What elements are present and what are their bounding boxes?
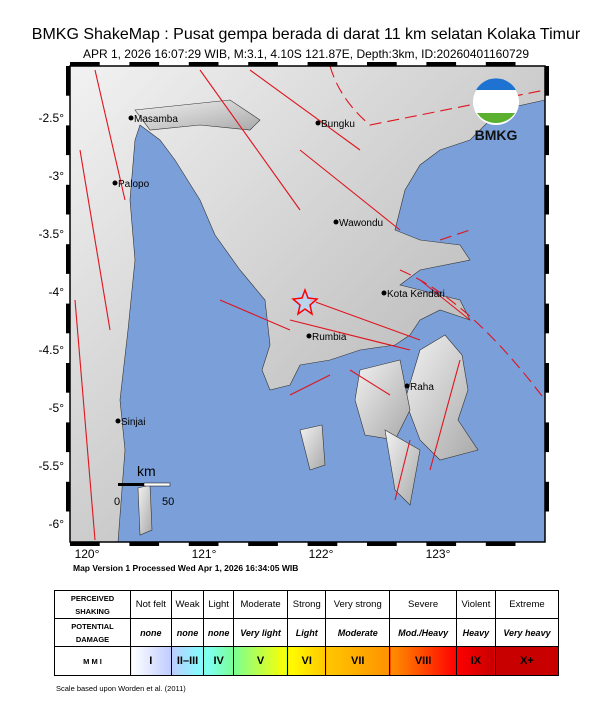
shaking-cell: Strong xyxy=(287,590,327,619)
mmi-label: M M I xyxy=(54,646,131,676)
city-dot xyxy=(333,219,339,225)
mmi-cell: X+ xyxy=(494,646,560,676)
city-dot xyxy=(128,115,134,121)
lat-tick-label: -4° xyxy=(49,285,65,299)
fault-lines xyxy=(74,66,545,541)
potential-damage-label: POTENTIAL DAMAGE xyxy=(54,618,131,647)
lat-tick-label: -5° xyxy=(49,401,65,415)
svg-text:50: 50 xyxy=(162,496,174,508)
lon-tick-label: 122° xyxy=(309,547,334,560)
map-title: BMKG ShakeMap : Pusat gempa berada di da… xyxy=(31,26,581,43)
damage-cell: Heavy xyxy=(455,618,496,647)
mmi-legend: PERCEIVED SHAKING Not felt Weak Light Modera… xyxy=(54,590,560,676)
city-label: Palopo xyxy=(118,179,150,190)
lat-tick-label: -2.5° xyxy=(39,111,65,125)
event-info: APR 1, 2026 16:07:29 WIB, M:3.1, 4.10S 1… xyxy=(82,47,530,61)
lon-tick-label: 120° xyxy=(75,547,100,560)
damage-cell: Very light xyxy=(232,618,289,647)
axis-ticks: -2.5° -3° -3.5° -4° -4.5° -5° -5.5° -6° 120° 121°… xyxy=(39,62,549,560)
map-version: Map Version 1 Processed Wed Apr 1, 2026 … xyxy=(73,563,299,573)
mmi-cell: VII xyxy=(325,646,391,676)
epicenter-marker[interactable] xyxy=(291,287,319,316)
shaking-cell: Severe xyxy=(389,590,457,619)
cities: Masamba Bungku Palopo Wawondu Kota Kendari Ru… xyxy=(112,114,445,428)
star-icon xyxy=(291,287,319,316)
damage-cell: none xyxy=(130,618,172,647)
shaking-cell: Not felt xyxy=(130,590,172,619)
svg-text:km: km xyxy=(137,463,156,479)
city-label: Masamba xyxy=(134,114,178,125)
damage-cell: none xyxy=(203,618,234,647)
damage-cell: none xyxy=(170,618,205,647)
perceived-shaking-label: PERCEIVED SHAKING xyxy=(54,590,131,619)
shaking-cell: Moderate xyxy=(232,590,289,619)
shaking-cell: Weak xyxy=(170,590,205,619)
city-label: Wawondu xyxy=(339,218,383,229)
city-dot xyxy=(381,290,387,296)
scale-bar: km 0 50 xyxy=(114,463,174,508)
lon-tick-label: 123° xyxy=(426,547,451,560)
bmkg-logo: BMKG xyxy=(473,78,519,143)
svg-text:BMKG: BMKG xyxy=(475,127,518,143)
lat-tick-label: -5.5° xyxy=(39,459,65,473)
city-dot xyxy=(315,120,321,126)
lat-tick-label: -3° xyxy=(49,169,65,183)
scale-source: Scale based upon Worden et al. (2011) xyxy=(56,684,186,693)
shaking-cell: Light xyxy=(203,590,234,619)
mmi-cell: IX xyxy=(455,646,496,676)
lon-tick-label: 121° xyxy=(192,547,217,560)
damage-cell: Mod./Heavy xyxy=(389,618,457,647)
city-dot xyxy=(306,333,312,339)
shaking-cell: Violent xyxy=(455,590,496,619)
city-label: Raha xyxy=(410,382,434,393)
damage-cell: Moderate xyxy=(325,618,391,647)
mmi-cell: IV xyxy=(203,646,234,676)
city-label: Rumbia xyxy=(312,332,347,343)
svg-text:0: 0 xyxy=(114,496,120,508)
mmi-cell: VIII xyxy=(389,646,457,676)
mmi-cell: II–III xyxy=(170,646,205,676)
city-label: Bungku xyxy=(321,119,355,130)
mmi-cell: I xyxy=(130,646,172,676)
shaking-cell: Very strong xyxy=(325,590,391,619)
city-label: Sinjai xyxy=(121,417,145,428)
lat-tick-label: -3.5° xyxy=(39,227,65,241)
lat-tick-label: -6° xyxy=(49,517,65,531)
city-label: Kota Kendari xyxy=(387,289,445,300)
city-dot xyxy=(112,180,118,186)
mmi-cell: VI xyxy=(287,646,327,676)
damage-cell: Very heavy xyxy=(494,618,560,647)
city-dot xyxy=(404,383,410,389)
damage-cell: Light xyxy=(287,618,327,647)
lat-tick-label: -4.5° xyxy=(39,343,65,357)
shaking-cell: Extreme xyxy=(494,590,560,619)
city-dot xyxy=(115,418,121,424)
mmi-cell: V xyxy=(232,646,289,676)
shakemap[interactable]: -2.5° -3° -3.5° -4° -4.5° -5° -5.5° -6° 120° 121°… xyxy=(0,0,612,560)
